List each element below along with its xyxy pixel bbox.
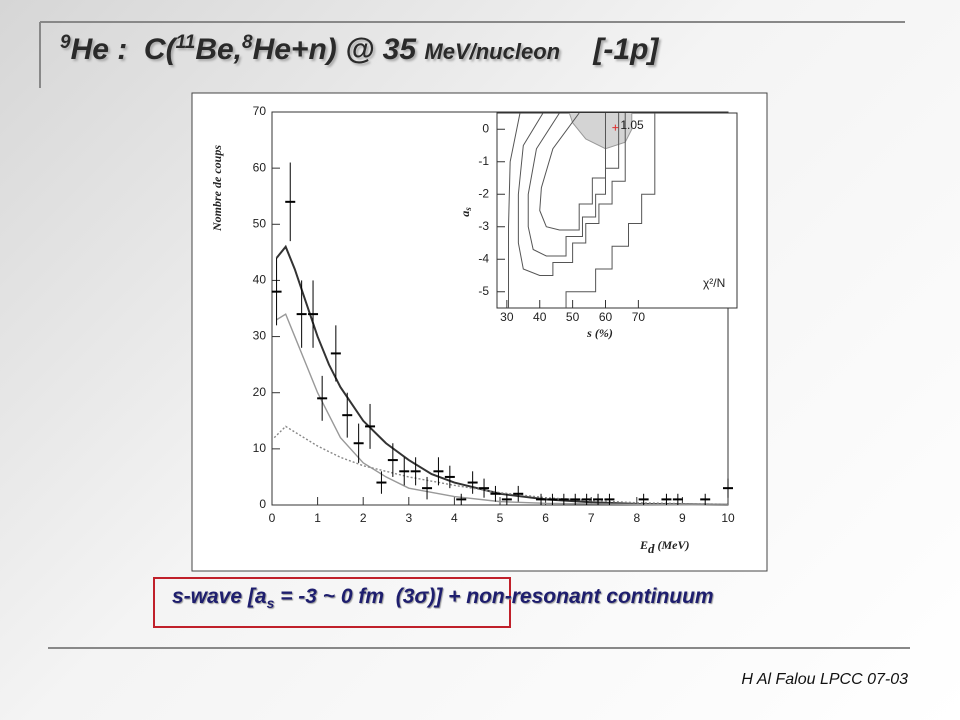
slide-title: 9He : C(11Be,8He+n) @ 35 MeV/nucleon [-1…	[60, 32, 658, 67]
y-tick-label: 0	[259, 497, 266, 511]
x-tick-label: 70	[632, 310, 646, 324]
label-part: s	[463, 207, 473, 212]
y-tick-label: 20	[253, 385, 267, 399]
title-part: Be,	[195, 33, 242, 66]
contour	[539, 112, 606, 231]
caption-part: s	[266, 595, 275, 612]
title-part: 9	[60, 32, 71, 53]
caption-part: )] + non-resonant continuum	[428, 585, 714, 608]
y-axis-label: as	[458, 207, 473, 217]
x-tick-label: 5	[497, 511, 504, 525]
title-part: He : C(	[70, 33, 176, 66]
y-tick-label: -1	[478, 154, 489, 168]
x-axis-label: Ed (MeV)	[639, 538, 690, 556]
title-part: He+n) @ 35	[252, 33, 425, 66]
y-tick-label: 60	[253, 160, 267, 174]
legend-label: χ²/N	[703, 276, 725, 290]
x-tick-label: 10	[721, 511, 735, 525]
y-tick-label: 30	[253, 329, 267, 343]
label-part: E	[639, 538, 648, 552]
curve	[276, 313, 729, 506]
y-tick-label: -3	[478, 219, 489, 233]
y-axis-label: Nombre de coups	[210, 145, 224, 232]
caption-part: s-wave [a	[172, 585, 267, 608]
contour	[508, 112, 656, 308]
y-tick-label: 70	[253, 104, 267, 118]
x-tick-label: 9	[679, 511, 686, 525]
x-tick-label: 60	[599, 310, 613, 324]
title-part: 11	[175, 32, 196, 53]
x-axis-label: s (%)	[586, 326, 613, 340]
label-part: d	[648, 541, 655, 556]
x-tick-label: 7	[588, 511, 595, 525]
title-part	[560, 33, 593, 66]
x-tick-label: 3	[405, 511, 412, 525]
contour	[517, 112, 626, 276]
contour	[527, 112, 620, 257]
title-part: 8	[242, 32, 253, 53]
y-tick-label: 50	[253, 216, 267, 230]
y-tick-label: -4	[478, 251, 489, 265]
caption-part: σ	[414, 585, 429, 608]
x-tick-label: 4	[451, 511, 458, 525]
y-tick-label: 40	[253, 273, 267, 287]
y-tick-label: -2	[478, 186, 489, 200]
title-part: MeV/nucleon	[424, 39, 561, 64]
caption-part: = -3 ~ 0 fm (3	[274, 585, 415, 608]
y-tick-label: 0	[482, 121, 489, 135]
x-tick-label: 6	[542, 511, 549, 525]
x-tick-label: 50	[566, 310, 580, 324]
y-tick-label: 10	[253, 441, 267, 455]
minimum-marker	[612, 124, 619, 131]
x-tick-label: 8	[633, 511, 640, 525]
plot: 0 1 2 3 4 5 6 7 8 9 10 0 10 20 30 40 50 60 70 Ed (MeV) Nombr…	[210, 104, 738, 556]
x-tick-label: 0	[269, 511, 276, 525]
y-tick-label: -5	[478, 284, 489, 298]
label-part: (MeV)	[655, 538, 690, 552]
footer: H Al Falou LPCC 07-03	[741, 671, 908, 688]
axes-frame	[496, 112, 738, 309]
title-part: [-1p]	[593, 33, 659, 66]
x-tick-label: 2	[360, 511, 367, 525]
label-part: a	[458, 211, 472, 217]
minimum-label: 1.05	[620, 118, 644, 132]
x-tick-label: 40	[533, 310, 547, 324]
x-tick-label: 30	[500, 310, 514, 324]
caption: s-wave [as = -3 ~ 0 fm (3σ)] + non-reson…	[172, 585, 714, 611]
highlight-box	[153, 577, 511, 628]
x-tick-label: 1	[314, 511, 321, 525]
